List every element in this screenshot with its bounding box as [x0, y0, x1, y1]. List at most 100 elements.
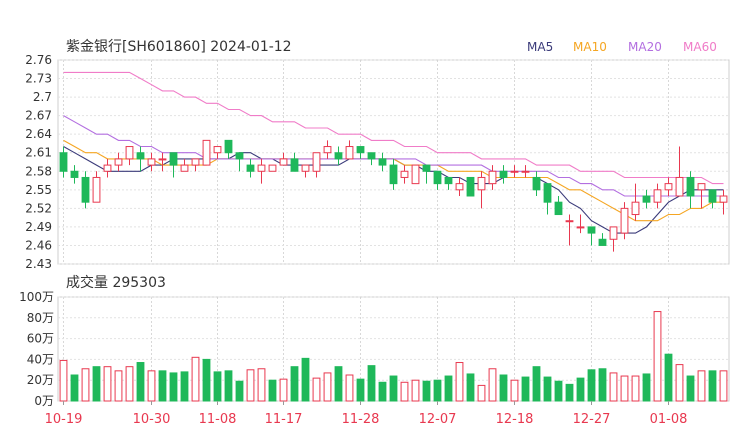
legend-ma5: MA5 — [527, 40, 553, 54]
volume-tick-label: 60万 — [27, 332, 54, 346]
candle-body — [235, 152, 244, 160]
volume-bar — [290, 366, 299, 402]
candle-body — [466, 176, 475, 197]
candle-body — [411, 164, 420, 185]
volume-bar — [554, 380, 563, 402]
volume-bar — [268, 379, 277, 402]
candle-body — [92, 176, 101, 203]
volume-bar — [224, 370, 233, 402]
candle-body — [367, 152, 376, 160]
volume-tick-label: 20万 — [27, 373, 54, 387]
candle-body — [191, 158, 200, 166]
volume-bar — [532, 366, 541, 402]
volume-bar — [180, 371, 189, 402]
candle-body — [334, 152, 343, 160]
volume-bar — [455, 362, 464, 402]
price-tick-label: 2.46 — [25, 238, 52, 252]
candle-body — [158, 158, 167, 161]
legend: MA5 MA10 MA20 MA60 — [527, 40, 717, 54]
volume-bar — [147, 370, 156, 402]
date-tick-label: 12-18 — [496, 412, 534, 427]
volume-axis: 100万 80万 60万 40万 20万 0万 — [19, 290, 54, 408]
volume-bar — [312, 377, 321, 402]
candle-body — [213, 146, 222, 154]
candle-body — [389, 164, 398, 185]
candle-body — [301, 164, 310, 172]
price-tick-label: 2.67 — [25, 109, 52, 123]
volume-bar — [92, 366, 101, 402]
date-tick-label: 11-08 — [199, 412, 237, 427]
volume-bar — [367, 365, 376, 402]
volume-tick-label: 40万 — [27, 352, 54, 366]
volume-bar — [257, 368, 266, 402]
volume-bar — [169, 372, 178, 402]
candle-body — [378, 158, 387, 166]
candle-body — [202, 139, 211, 166]
date-tick-label: 10-30 — [133, 412, 171, 427]
date-axis: 10-19 10-30 11-08 11-17 11-28 12-07 12-18 12-27… — [45, 401, 688, 427]
candle-body — [653, 189, 662, 203]
candle-body — [356, 146, 365, 154]
volume-bar — [543, 376, 552, 402]
volume-bar — [521, 376, 530, 402]
volume-bar — [59, 359, 68, 402]
candle-body — [70, 170, 79, 178]
volume-bar — [246, 369, 255, 402]
date-tick-label: 11-17 — [265, 412, 303, 427]
volume-bar — [279, 378, 288, 402]
price-tick-label: 2.7 — [33, 90, 52, 104]
price-tick-label: 2.61 — [25, 146, 52, 160]
volume-bar — [422, 380, 431, 402]
date-tick-label: 01-08 — [650, 412, 688, 427]
volume-bar — [81, 368, 90, 402]
volume-bar — [642, 373, 651, 402]
volume-bar — [400, 381, 409, 402]
candle-body — [114, 158, 123, 166]
volume-bar — [202, 358, 211, 402]
volume-bar — [697, 370, 706, 402]
volume-bar — [598, 368, 607, 402]
volume-bar — [499, 374, 508, 402]
volume-tick-label: 100万 — [19, 290, 54, 304]
legend-ma20: MA20 — [628, 40, 662, 54]
volume-title: 成交量 295303 — [66, 274, 166, 291]
candle-body — [455, 183, 464, 191]
volume-bar — [334, 366, 343, 402]
candle-body — [587, 226, 596, 234]
candle-body — [422, 164, 431, 172]
candle-body — [499, 170, 508, 178]
volume-tick-label: 0万 — [34, 394, 54, 408]
candle-body — [708, 189, 717, 203]
candle-body — [257, 164, 266, 172]
candle-body — [675, 176, 684, 197]
volume-bar — [114, 370, 123, 402]
volume-bar — [70, 374, 79, 402]
candle-body — [136, 152, 145, 160]
volume-bar — [565, 383, 574, 402]
candlesticks — [59, 139, 728, 252]
volume-bar — [378, 381, 387, 402]
volume-bar — [488, 368, 497, 402]
volume-bar — [125, 366, 134, 402]
candle-body — [631, 201, 640, 216]
volume-bar — [213, 371, 222, 402]
volume-bar — [136, 362, 145, 402]
candle-body — [290, 158, 299, 172]
price-tick-label: 2.76 — [25, 53, 52, 67]
volume-bar — [411, 379, 420, 402]
candle-body — [477, 176, 486, 191]
candle-body — [268, 164, 277, 172]
candle-body — [400, 170, 409, 178]
candle-body — [312, 152, 321, 172]
volume-bar — [301, 357, 310, 402]
volume-bar — [389, 375, 398, 402]
volume-bar — [323, 372, 332, 402]
volume-bar — [719, 370, 728, 402]
volume-bar — [345, 374, 354, 402]
volume-bar — [653, 311, 662, 402]
volume-bar — [675, 364, 684, 402]
candle-body — [323, 146, 332, 154]
price-tick-label: 2.64 — [25, 127, 52, 141]
volume-bar — [477, 384, 486, 402]
